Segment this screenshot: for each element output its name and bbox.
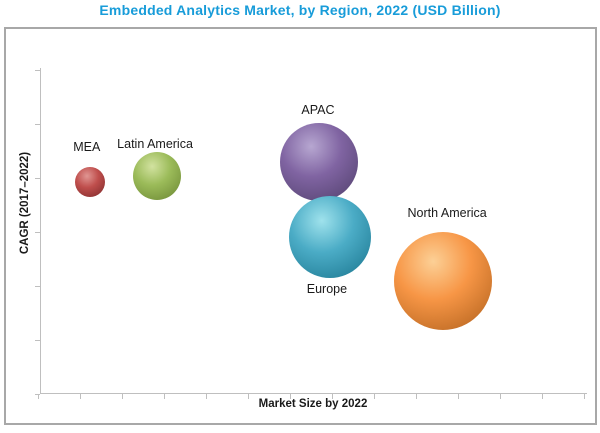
bubble-latin-america [133,151,182,200]
bubble-north-america [394,231,493,330]
bubble-europe [288,196,371,278]
x-axis-ticks [38,394,587,399]
bubble-apac [279,122,358,201]
bubble-label-mea: MEA [73,140,101,155]
y-axis [40,68,41,393]
chart-title: Embedded Analytics Market, by Region, 20… [99,2,501,18]
bubble-label-europe: Europe [306,282,348,296]
bubble-label-apac: APAC [301,102,335,117]
bubble-label-north-america: North America [407,205,487,220]
y-axis-title: CAGR (2017–2022) [19,151,31,255]
x-axis [40,393,587,394]
x-axis-title: Market Size by 2022 [258,398,368,410]
bubble-label-latin-america: Latin America [117,136,193,151]
y-axis-ticks [35,70,40,395]
bubble-mea [74,167,105,198]
